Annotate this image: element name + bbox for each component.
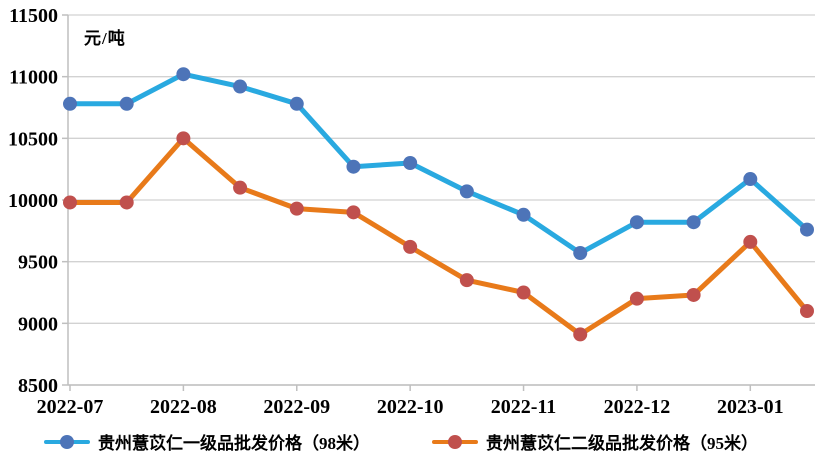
y-tick-label: 9000 xyxy=(18,313,58,335)
data-point-marker xyxy=(686,215,701,230)
data-point-marker xyxy=(516,207,531,222)
y-tick-label: 10000 xyxy=(8,190,58,212)
x-tick-label: 2022-07 xyxy=(37,396,104,418)
data-point-marker xyxy=(629,215,644,230)
series-grade1 xyxy=(63,67,814,261)
legend-sample-grade2 xyxy=(432,434,478,449)
y-axis-labels: 11500 11000 10500 10000 9500 9000 8500 xyxy=(8,5,68,397)
data-point-marker xyxy=(346,159,361,174)
data-point-marker xyxy=(516,285,531,300)
series-grade2 xyxy=(63,131,814,342)
y-tick-label: 9500 xyxy=(18,252,58,274)
data-point-marker xyxy=(800,222,814,237)
x-tick-label: 2022-11 xyxy=(491,396,557,418)
x-tick-label: 2022-08 xyxy=(150,396,217,418)
data-point-marker xyxy=(459,184,474,199)
data-point-marker xyxy=(233,79,248,94)
y-tick-label: 10500 xyxy=(8,128,58,150)
data-point-marker xyxy=(686,287,701,302)
x-tick-label: 2022-12 xyxy=(604,396,671,418)
y-tick-label: 11000 xyxy=(9,67,58,89)
y-tick-label: 8500 xyxy=(18,375,58,397)
legend-marker-icon xyxy=(448,434,462,449)
series-line xyxy=(67,135,810,337)
x-tick-label: 2023-01 xyxy=(717,396,784,418)
series-line xyxy=(67,71,810,256)
data-point-marker xyxy=(176,67,191,82)
y-axis-unit-label: 元/吨 xyxy=(84,29,126,48)
data-point-marker xyxy=(176,131,191,146)
legend-item-grade1: 贵州薏苡仁一级品批发价格（98米） xyxy=(44,429,370,454)
data-point-marker xyxy=(233,180,248,195)
data-point-marker xyxy=(403,156,418,170)
x-axis-labels: 2022-07 2022-08 2022-09 2022-10 2022-11 2022-… xyxy=(37,385,784,418)
data-point-marker xyxy=(403,239,418,254)
data-point-marker xyxy=(289,96,304,111)
data-point-marker xyxy=(573,246,588,261)
x-tick-label: 2022-10 xyxy=(377,396,444,418)
data-point-marker xyxy=(573,327,588,342)
legend-marker-icon xyxy=(60,434,74,449)
data-point-marker xyxy=(629,291,644,306)
legend-label-grade1: 贵州薏苡仁一级品批发价格（98米） xyxy=(98,434,370,453)
data-point-marker xyxy=(800,304,814,318)
x-tick-label: 2022-09 xyxy=(263,396,330,418)
data-point-marker xyxy=(289,201,304,216)
data-point-marker xyxy=(346,205,361,220)
data-point-marker xyxy=(63,96,77,111)
data-point-marker xyxy=(119,195,134,210)
legend-label-grade2: 贵州薏苡仁二级品批发价格（95米） xyxy=(486,434,758,453)
data-point-marker xyxy=(459,273,474,288)
data-point-marker xyxy=(743,172,758,187)
chart-legend: 贵州薏苡仁一级品批发价格（98米） 贵州薏苡仁二级品批发价格（95米） xyxy=(44,429,758,454)
data-point-marker xyxy=(63,195,77,210)
legend-item-grade2: 贵州薏苡仁二级品批发价格（95米） xyxy=(432,429,758,454)
data-point-marker xyxy=(119,96,134,111)
data-point-marker xyxy=(743,234,758,249)
y-tick-label: 11500 xyxy=(9,5,58,27)
legend-sample-grade1 xyxy=(44,434,90,449)
